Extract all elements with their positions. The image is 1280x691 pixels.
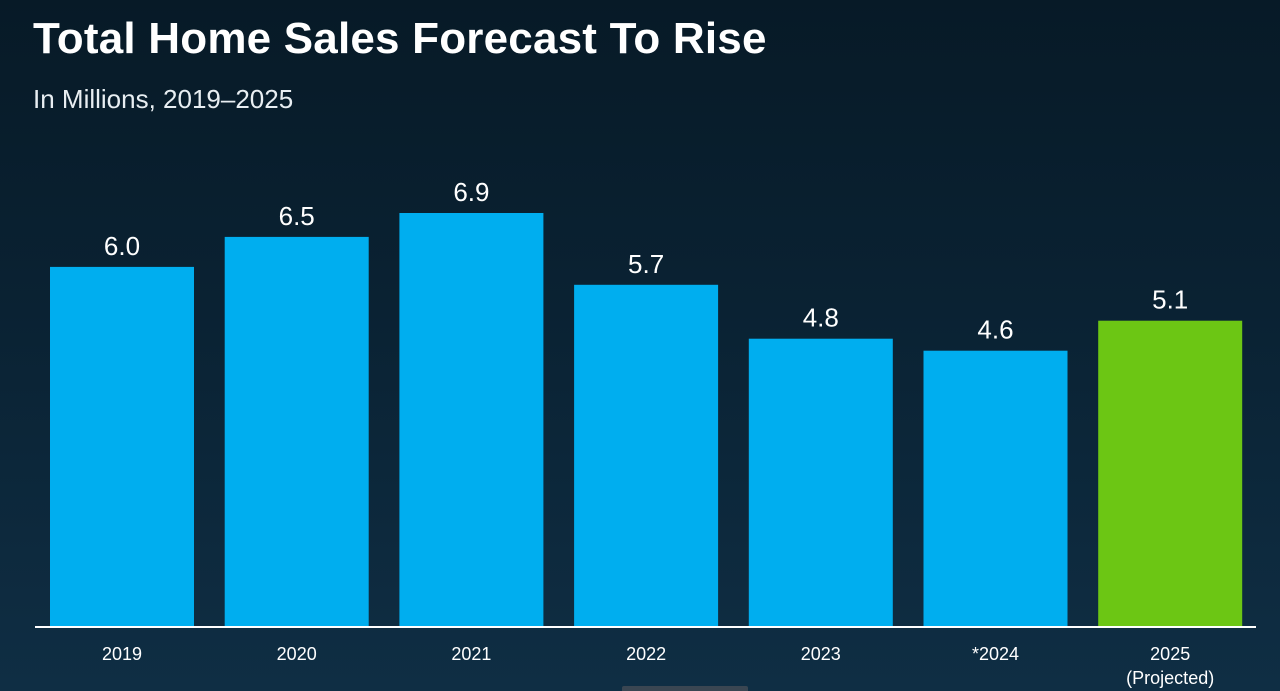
data-label-2025: 5.1 <box>1152 285 1188 315</box>
chart-subtitle: In Millions, 2019–2025 <box>33 84 294 114</box>
bar-2019 <box>50 266 194 626</box>
x-tick-label-2025: 2025 <box>1150 644 1190 664</box>
x-tick-label-2021: 2021 <box>451 644 491 664</box>
bar-2023 <box>748 338 893 626</box>
x-tick-label-2019: 2019 <box>102 644 142 664</box>
data-label-2021: 6.9 <box>453 177 489 207</box>
bar-star-2024 <box>923 350 1068 626</box>
x-tick-label-2020: 2020 <box>277 644 317 664</box>
data-label-star-2024: 4.6 <box>977 315 1013 345</box>
scrollbar-handle[interactable] <box>622 686 748 691</box>
x-tick-label-2023: 2023 <box>801 644 841 664</box>
bar-2020 <box>224 236 369 626</box>
x-tick-label-2022: 2022 <box>626 644 666 664</box>
chart-title: Total Home Sales Forecast To Rise <box>33 14 767 63</box>
data-label-2019: 6.0 <box>104 231 140 261</box>
data-label-2020: 6.5 <box>279 201 315 231</box>
data-label-2022: 5.7 <box>628 249 664 279</box>
bar-2022 <box>574 284 719 626</box>
bar-2021 <box>399 213 544 626</box>
x-tick-sublabel-2025: (Projected) <box>1126 668 1214 688</box>
bar-2025 <box>1098 320 1243 626</box>
x-tick-label-star-2024: *2024 <box>972 644 1019 664</box>
data-label-2023: 4.8 <box>803 303 839 333</box>
